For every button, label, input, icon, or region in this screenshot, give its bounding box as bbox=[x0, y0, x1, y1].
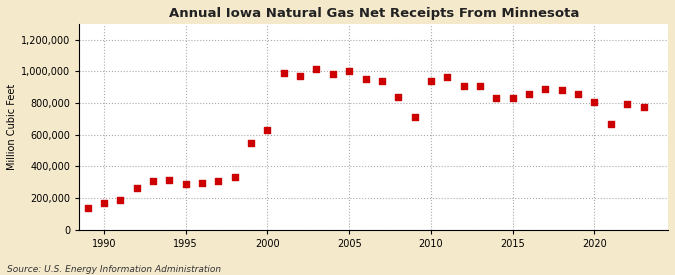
Title: Annual Iowa Natural Gas Net Receipts From Minnesota: Annual Iowa Natural Gas Net Receipts Fro… bbox=[169, 7, 579, 20]
Point bbox=[409, 114, 420, 119]
Point bbox=[360, 77, 371, 81]
Point bbox=[589, 100, 600, 104]
Point bbox=[540, 87, 551, 91]
Point bbox=[327, 72, 338, 76]
Point bbox=[508, 96, 518, 101]
Point bbox=[131, 186, 142, 190]
Point bbox=[605, 122, 616, 126]
Point bbox=[148, 178, 159, 183]
Point bbox=[442, 75, 453, 79]
Point bbox=[99, 201, 109, 205]
Point bbox=[246, 141, 256, 145]
Point bbox=[115, 198, 126, 203]
Point bbox=[82, 205, 93, 210]
Point bbox=[491, 95, 502, 100]
Point bbox=[638, 105, 649, 109]
Point bbox=[425, 79, 436, 83]
Point bbox=[164, 178, 175, 182]
Point bbox=[475, 83, 485, 88]
Point bbox=[262, 128, 273, 132]
Text: Source: U.S. Energy Information Administration: Source: U.S. Energy Information Administ… bbox=[7, 265, 221, 274]
Point bbox=[278, 71, 289, 75]
Y-axis label: Million Cubic Feet: Million Cubic Feet bbox=[7, 84, 17, 170]
Point bbox=[295, 74, 306, 78]
Point bbox=[311, 67, 322, 71]
Point bbox=[458, 83, 469, 88]
Point bbox=[180, 182, 191, 186]
Point bbox=[344, 68, 354, 73]
Point bbox=[377, 79, 387, 83]
Point bbox=[213, 179, 224, 184]
Point bbox=[393, 95, 404, 99]
Point bbox=[572, 92, 583, 97]
Point bbox=[622, 102, 632, 106]
Point bbox=[196, 181, 207, 185]
Point bbox=[524, 91, 535, 96]
Point bbox=[556, 88, 567, 93]
Point bbox=[230, 175, 240, 179]
